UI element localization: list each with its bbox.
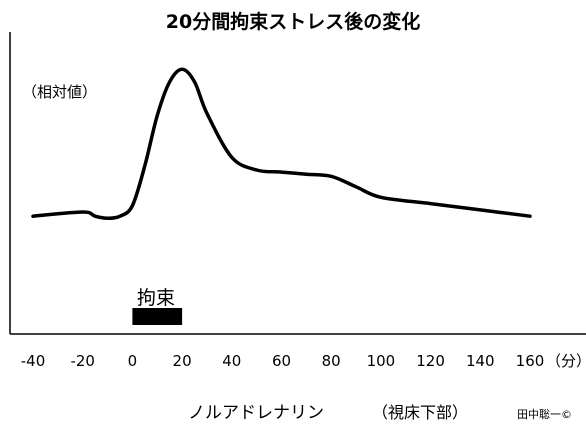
restraint-label: 拘束 bbox=[137, 287, 175, 309]
x-tick-label: 60 bbox=[272, 352, 291, 370]
y-axis-label: （相対値） bbox=[22, 83, 97, 101]
region-label: （視床下部） bbox=[372, 403, 468, 422]
x-tick-label: -40 bbox=[21, 352, 46, 370]
data-line bbox=[31, 67, 532, 221]
x-tick-label: 160 bbox=[516, 352, 545, 370]
x-tick-labels: -40 -20 0 20 40 60 80 100 120 140 160 bbox=[21, 352, 545, 370]
x-tick-label: 0 bbox=[128, 352, 138, 370]
restraint-bar bbox=[132, 308, 183, 325]
chart-caption: ノルアドレナリン bbox=[188, 403, 324, 423]
chart-title: 20分間拘束ストレス後の変化 bbox=[166, 10, 420, 33]
x-tick-label: 80 bbox=[322, 352, 341, 370]
x-tick-label: 100 bbox=[367, 352, 396, 370]
copyright-credit: 田中聡一© bbox=[517, 407, 572, 421]
x-tick-label: -20 bbox=[70, 352, 95, 370]
x-tick-label: 20 bbox=[173, 352, 192, 370]
x-tick-label: 140 bbox=[466, 352, 495, 370]
x-tick-label: 120 bbox=[416, 352, 445, 370]
x-axis-unit: （分） bbox=[546, 352, 586, 370]
x-tick-label: 40 bbox=[222, 352, 241, 370]
